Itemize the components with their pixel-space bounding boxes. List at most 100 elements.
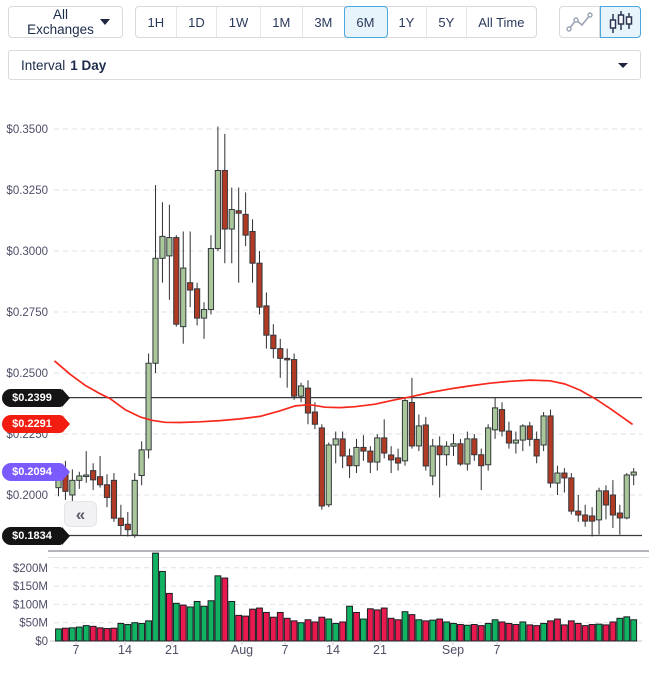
range-button-3m[interactable]: 3M bbox=[303, 7, 345, 37]
range-button-1d[interactable]: 1D bbox=[177, 7, 218, 37]
candle-body bbox=[498, 409, 506, 432]
volume-bar bbox=[325, 618, 333, 642]
volume-bar bbox=[457, 624, 464, 642]
volume-bar bbox=[443, 621, 450, 642]
volume-bar bbox=[560, 624, 568, 642]
volume-bar bbox=[193, 600, 201, 642]
volume-bar bbox=[436, 618, 444, 642]
volume-bar bbox=[366, 608, 374, 642]
candle-body bbox=[554, 472, 561, 484]
volume-bar bbox=[484, 622, 492, 642]
candlestick-chart-icon bbox=[609, 11, 633, 33]
candlestick-chart-button[interactable] bbox=[600, 6, 641, 38]
candle-body bbox=[194, 288, 201, 319]
candle-body bbox=[83, 474, 90, 477]
volume-axis-label: $200M bbox=[13, 563, 48, 575]
candle-body bbox=[69, 479, 76, 496]
candle-body bbox=[166, 237, 173, 257]
price-axis-label: $0.3500 bbox=[6, 124, 48, 136]
range-button-all-time[interactable]: All Time bbox=[467, 7, 536, 37]
candle-body bbox=[609, 494, 616, 516]
line-chart-button[interactable] bbox=[559, 6, 600, 38]
volume-bar bbox=[422, 620, 430, 642]
x-axis-label: 21 bbox=[373, 643, 387, 657]
volume-bar bbox=[186, 606, 194, 642]
price-axis-label: $0.2750 bbox=[6, 307, 48, 319]
price-axis-label: $0.3000 bbox=[6, 246, 48, 258]
volume-bar bbox=[491, 619, 499, 642]
candle-body bbox=[512, 439, 519, 444]
volume-bar bbox=[567, 620, 575, 642]
volume-bar bbox=[498, 621, 506, 642]
candle-body bbox=[575, 510, 582, 516]
price-axis-label: $0.2500 bbox=[6, 368, 48, 380]
candle-body bbox=[152, 257, 159, 364]
volume-bar bbox=[269, 616, 277, 642]
candle-body bbox=[263, 305, 270, 336]
volume-bar bbox=[554, 618, 561, 642]
candle-body bbox=[374, 437, 381, 463]
range-button-1h[interactable]: 1H bbox=[136, 7, 177, 37]
volume-axis-label: $0 bbox=[35, 636, 48, 648]
candle-body bbox=[131, 479, 138, 536]
candle-body bbox=[297, 385, 305, 397]
volume-bar bbox=[110, 627, 118, 642]
price-tag-label: $0.2399 bbox=[12, 391, 52, 404]
x-axis-label: 7 bbox=[73, 643, 80, 657]
volume-bar bbox=[512, 624, 520, 642]
candle-body bbox=[332, 438, 339, 446]
candle-body bbox=[408, 402, 416, 447]
range-button-1m[interactable]: 1M bbox=[261, 7, 303, 37]
chart-toolbar: All Exchanges 1H 1D 1W 1M 3M 6M 1Y 5Y All Time bbox=[8, 6, 641, 38]
range-button-1w[interactable]: 1W bbox=[217, 7, 261, 37]
candle-body bbox=[478, 454, 485, 467]
volume-bar bbox=[380, 607, 388, 642]
volume-bar bbox=[630, 619, 638, 642]
candle-body bbox=[589, 515, 596, 522]
volume-bar bbox=[228, 600, 236, 642]
volume-bar bbox=[152, 552, 159, 642]
price-tag-pointer bbox=[62, 415, 70, 433]
volume-bar bbox=[179, 604, 187, 642]
candle-body bbox=[353, 446, 360, 467]
candle-body bbox=[623, 474, 630, 519]
volume-bar bbox=[429, 619, 437, 642]
candle-body bbox=[630, 471, 637, 476]
candle-body bbox=[124, 523, 131, 531]
interval-selector[interactable]: Interval 1 Day bbox=[8, 50, 641, 80]
volume-bar bbox=[207, 600, 215, 642]
price-tag-pointer bbox=[62, 388, 70, 407]
volume-bar bbox=[533, 625, 541, 642]
candle-body bbox=[277, 348, 284, 359]
candle-body bbox=[471, 438, 478, 456]
volume-bar bbox=[408, 614, 416, 642]
candle-body bbox=[582, 514, 589, 522]
candlestick-chart-canvas[interactable]: $0.3500 $0.3250 $0.3000 $0.2750 $0.2500 $0.22… bbox=[0, 83, 649, 666]
candle-body bbox=[443, 445, 450, 456]
volume-bar bbox=[346, 605, 353, 642]
volume-bar bbox=[387, 617, 395, 642]
x-axis-label: 21 bbox=[165, 643, 179, 657]
candle-body bbox=[519, 425, 526, 441]
range-button-6m[interactable]: 6M bbox=[344, 7, 387, 37]
price-axis-label: $0.2000 bbox=[6, 490, 48, 502]
volume-bar bbox=[602, 624, 610, 642]
volume-bar bbox=[68, 627, 76, 642]
candle-body bbox=[318, 427, 325, 507]
volume-bar bbox=[165, 592, 173, 642]
volume-bar bbox=[526, 624, 534, 642]
time-range-group: 1H 1D 1W 1M 3M 6M 1Y 5Y All Time bbox=[135, 6, 537, 38]
volume-bar bbox=[172, 602, 180, 642]
range-button-1y[interactable]: 1Y bbox=[387, 7, 427, 37]
range-button-5y[interactable]: 5Y bbox=[427, 7, 467, 37]
volume-bar bbox=[55, 628, 62, 642]
candle-body bbox=[616, 512, 623, 519]
interval-value: 1 Day bbox=[70, 57, 107, 73]
volume-bar bbox=[89, 625, 97, 642]
exchange-selector[interactable]: All Exchanges bbox=[8, 6, 124, 38]
volume-bar bbox=[353, 611, 360, 642]
candle-body bbox=[304, 387, 312, 414]
volume-bar bbox=[505, 622, 513, 642]
collapse-panel-button[interactable]: « bbox=[64, 501, 97, 527]
volume-bar bbox=[96, 627, 104, 642]
